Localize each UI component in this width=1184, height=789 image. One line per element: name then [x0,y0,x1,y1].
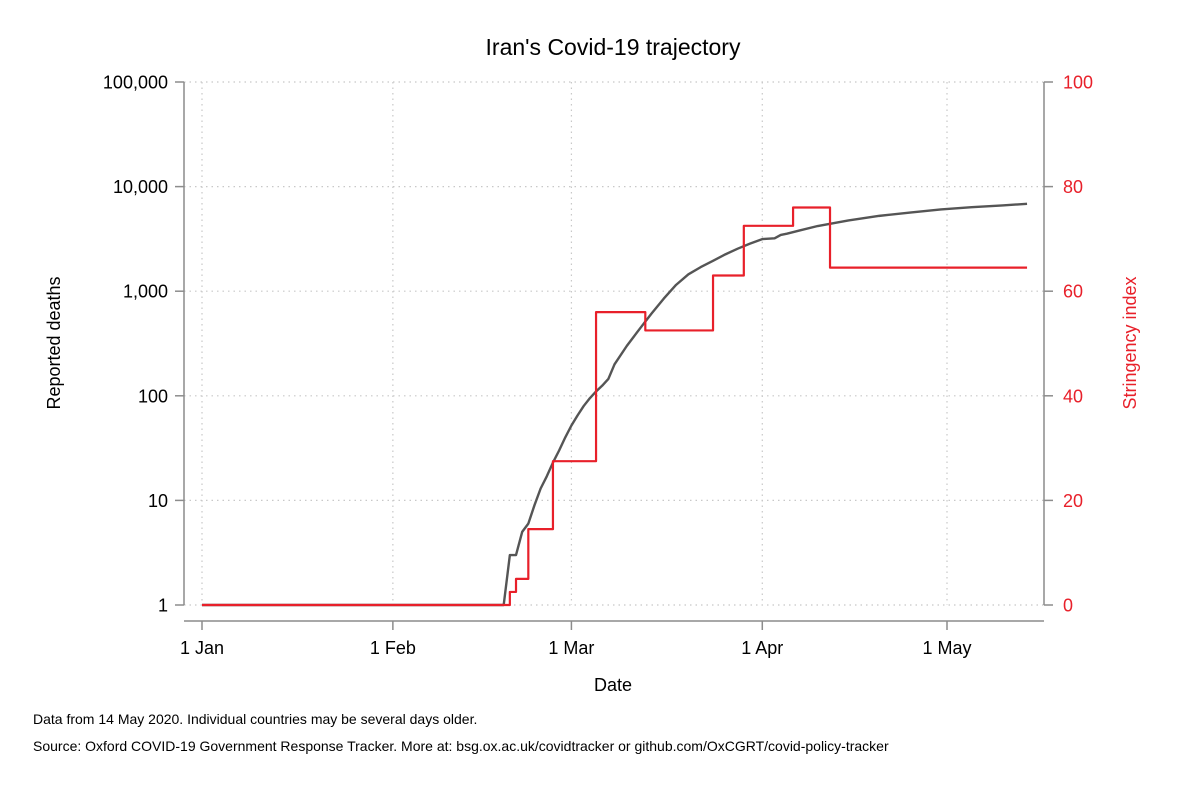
y-left-tick-label-1: 10 [148,491,168,511]
x-tick-label-3: 1 Apr [741,638,783,658]
chart-title: Iran's Covid-19 trajectory [486,34,741,60]
y-right-tick-label-4: 80 [1063,177,1083,197]
y-left-tick-label-5: 100,000 [103,73,168,93]
x-tick-label-4: 1 May [922,638,971,658]
x-tick-label-1: 1 Feb [370,638,416,658]
chart: Iran's Covid-19 trajectory 1 10 100 1,000 10… [44,34,1140,695]
y-axis-label-left: Reported deaths [44,276,64,409]
y-left-tick-label-2: 100 [138,386,168,406]
x-tick-label-0: 1 Jan [180,638,224,658]
series-lines [202,202,1028,607]
y-right-tick-label-5: 100 [1063,73,1093,93]
data-date-note: Data from 14 May 2020. Individual countr… [33,711,478,727]
y-left-tick-label-0: 1 [158,596,168,616]
y-right-tick-label-0: 0 [1063,596,1073,616]
stringency-index-line [202,206,1028,607]
source-note: Source: Oxford COVID-19 Government Respo… [33,738,889,754]
axes: 1 10 100 1,000 10,000 100,000 0 20 40 60 80 100 1 Ja… [103,73,1093,659]
y-right-tick-label-1: 20 [1063,491,1083,511]
y-left-tick-label-4: 10,000 [113,177,168,197]
x-tick-label-2: 1 Mar [548,638,594,658]
deaths-line [202,202,1028,607]
y-left-tick-label-3: 1,000 [123,282,168,302]
y-axis-label-right: Stringency index [1120,276,1140,409]
y-right-tick-label-2: 40 [1063,386,1083,406]
x-axis-label: Date [594,675,632,695]
y-right-tick-label-3: 60 [1063,282,1083,302]
gridlines [184,81,1044,606]
